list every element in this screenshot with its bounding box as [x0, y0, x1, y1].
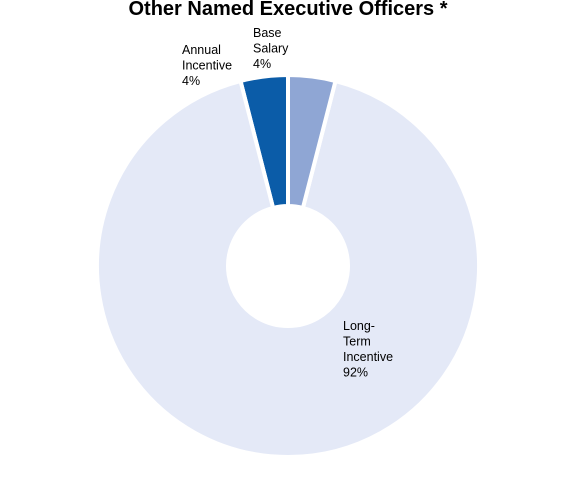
- slice-label-line: Term: [343, 335, 371, 349]
- donut-slices: [95, 72, 481, 459]
- slice-label-line: Incentive: [182, 59, 232, 73]
- slice-label-line: Long-: [343, 319, 375, 333]
- slice-label-line: 4%: [253, 57, 271, 71]
- slice-label-line: Incentive: [343, 350, 393, 364]
- slice-label-annual-incentive: Annual Incentive 4%: [182, 43, 232, 88]
- donut-labels: Base Salary 4%Long-Term Incentive 92%Annual I…: [182, 26, 393, 380]
- slice-label-line: 4%: [182, 74, 200, 88]
- slice-label-base-salary: Base Salary 4%: [253, 26, 289, 71]
- slice-label-line: Salary: [253, 42, 289, 56]
- chart-title: Other Named Executive Officers *: [128, 0, 448, 20]
- slice-long-term-incentive: [95, 78, 481, 459]
- slice-label-line: Annual: [182, 43, 221, 57]
- slice-label-line: 92%: [343, 366, 368, 380]
- slice-label-long-term-incentive: Long- Term Incentive 92%: [343, 319, 393, 380]
- slice-annual-incentive: [286, 72, 338, 211]
- slice-label-line: Base: [253, 26, 282, 40]
